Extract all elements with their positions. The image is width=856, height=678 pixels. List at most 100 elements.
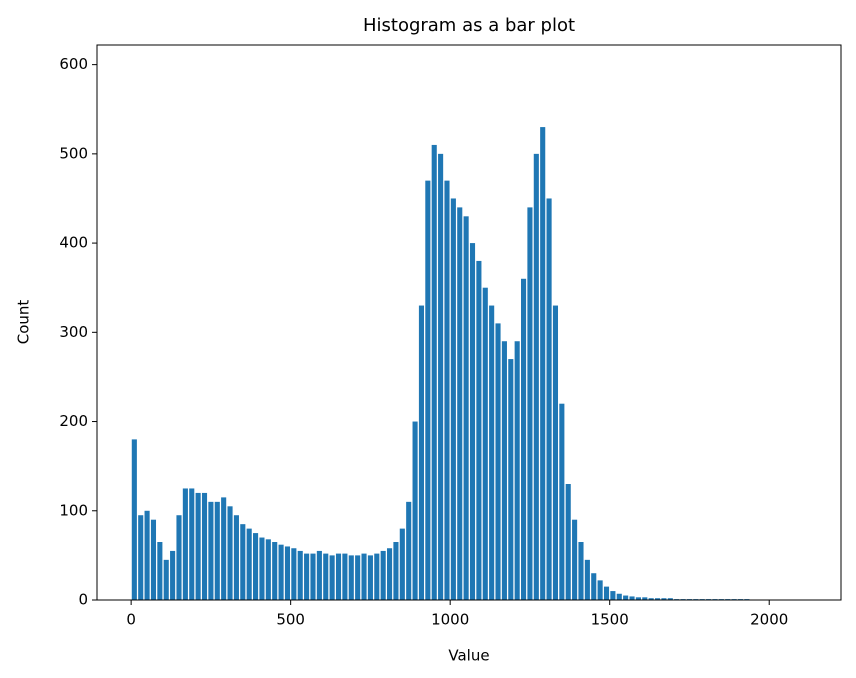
bar: [374, 553, 380, 600]
bar: [546, 198, 552, 601]
bar: [412, 421, 418, 600]
bar: [323, 553, 329, 600]
bar: [501, 341, 507, 600]
bar: [623, 595, 629, 600]
x-tick-label: 500: [276, 611, 305, 629]
y-axis-label: Count: [15, 300, 33, 345]
bar: [208, 501, 214, 600]
bar: [399, 528, 405, 600]
bar: [233, 515, 239, 600]
bar: [527, 207, 533, 600]
bar: [380, 550, 386, 600]
bar: [131, 439, 137, 600]
bar: [578, 542, 584, 600]
bar: [655, 598, 661, 600]
bar: [469, 243, 476, 600]
bar: [552, 305, 559, 600]
x-tick-label: 0: [126, 611, 136, 629]
bar: [533, 153, 539, 600]
bar: [291, 548, 297, 600]
bar: [272, 542, 278, 600]
y-tick-label: 100: [59, 501, 88, 519]
bar: [450, 198, 456, 601]
bar: [495, 323, 501, 600]
bar: [521, 278, 527, 600]
bar: [355, 555, 361, 600]
bar: [246, 528, 252, 600]
y-tick-label: 0: [78, 591, 88, 609]
bar: [253, 533, 259, 600]
bar: [361, 553, 367, 600]
bar: [463, 216, 469, 600]
bar: [157, 542, 163, 600]
bar: [278, 544, 284, 600]
y-tick-label: 200: [59, 412, 88, 430]
bar: [227, 506, 233, 600]
bar: [367, 555, 373, 600]
bar: [591, 573, 597, 600]
x-tick-label: 2000: [750, 611, 788, 629]
bar: [425, 180, 431, 600]
bar: [144, 510, 150, 600]
bar: [431, 144, 437, 601]
bar: [240, 524, 246, 600]
bar: [648, 598, 654, 600]
bar: [603, 586, 610, 600]
bar: [387, 548, 393, 600]
bar: [189, 488, 195, 600]
bar: [418, 305, 425, 600]
y-tick-label: 400: [59, 234, 88, 252]
bar: [201, 492, 208, 600]
bar: [406, 501, 412, 600]
bar: [284, 546, 291, 600]
bar: [438, 153, 444, 600]
bar: [572, 519, 578, 600]
bar: [329, 555, 335, 600]
bar: [508, 359, 514, 600]
bar: [559, 403, 565, 600]
bar: [304, 553, 310, 600]
bar: [616, 593, 622, 600]
bar: [565, 484, 571, 600]
chart-title: Histogram as a bar plot: [363, 15, 575, 36]
plot-frame: [96, 44, 842, 601]
bar: [597, 580, 603, 600]
bar: [610, 591, 616, 600]
bar: [150, 519, 157, 600]
bar: [316, 550, 322, 600]
bar: [310, 553, 316, 600]
bar: [265, 539, 271, 600]
bar: [661, 598, 667, 600]
bar: [584, 559, 590, 600]
bar: [635, 597, 641, 600]
bar: [393, 542, 399, 600]
y-tick-label: 300: [59, 323, 88, 341]
y-tick-label: 600: [59, 55, 88, 73]
x-tick-label: 1000: [431, 611, 469, 629]
bar: [182, 488, 188, 600]
bar: [514, 341, 520, 600]
bar: [297, 550, 303, 600]
bar: [163, 559, 169, 600]
bar: [457, 207, 463, 600]
bar: [195, 492, 201, 600]
bar: [540, 127, 546, 601]
bar: [482, 287, 488, 600]
bar: [348, 555, 354, 600]
bar: [489, 305, 495, 600]
bar: [642, 597, 648, 600]
bar: [335, 553, 342, 600]
bar: [138, 515, 144, 600]
bar: [444, 180, 450, 600]
y-tick-label: 500: [59, 144, 88, 162]
bar: [667, 598, 673, 600]
x-axis-label: Value: [448, 647, 489, 665]
bar: [176, 515, 182, 600]
bar: [342, 553, 348, 600]
bar: [629, 596, 635, 600]
x-tick-label: 1500: [591, 611, 629, 629]
bar: [170, 550, 176, 600]
bar: [476, 260, 482, 600]
bar: [259, 537, 265, 600]
